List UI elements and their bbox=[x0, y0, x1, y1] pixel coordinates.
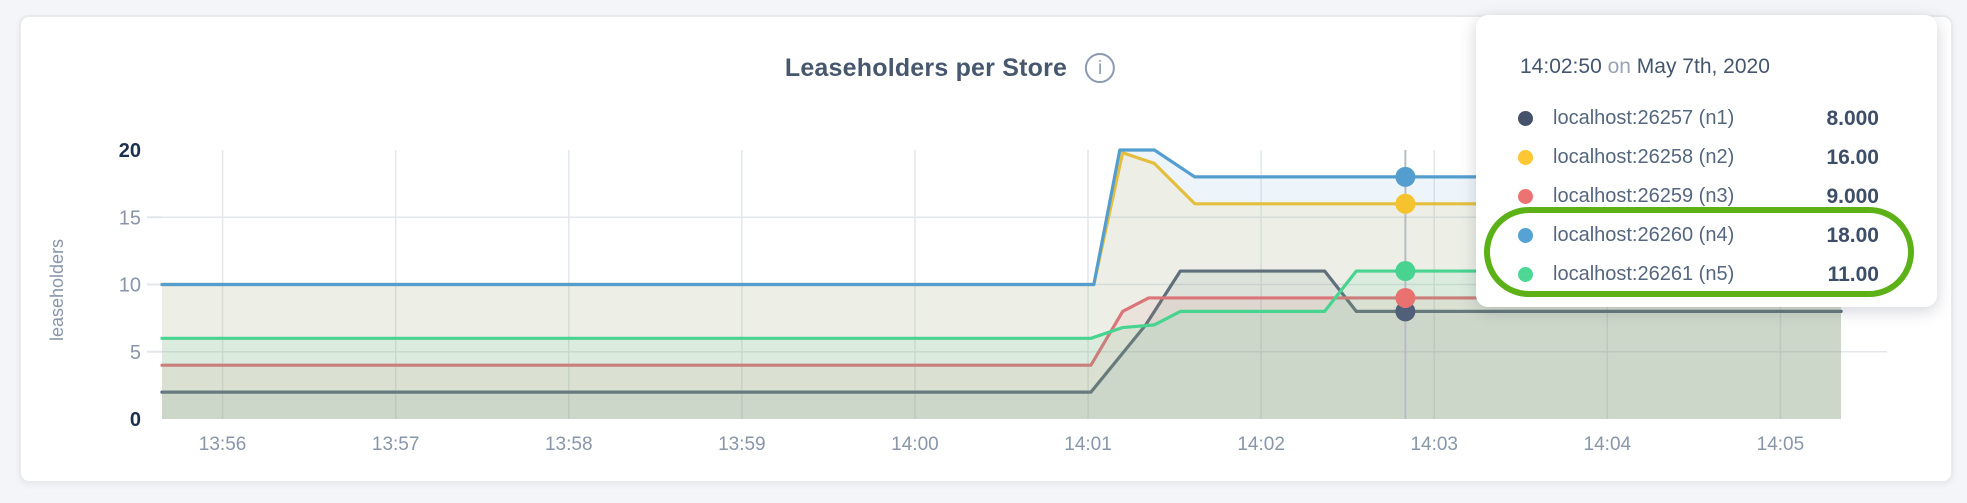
series-color-dot bbox=[1518, 111, 1533, 126]
series-areas bbox=[160, 148, 1843, 419]
tooltip-series-label: localhost:26261 (n5) bbox=[1553, 263, 1735, 285]
x-tick-label: 13:58 bbox=[545, 434, 593, 455]
hover-dot-n4 bbox=[1395, 166, 1416, 187]
series-area-n1 bbox=[162, 271, 1841, 419]
tooltip-row: localhost:26258 (n2) 16.00 bbox=[1476, 138, 1937, 177]
x-tick-label: 14:03 bbox=[1410, 434, 1458, 455]
y-tick-label: 0 bbox=[130, 409, 141, 431]
x-tick-label: 13:56 bbox=[199, 434, 247, 455]
x-axis-labels: 13:56 13:57 13:58 13:59 14:00 14:01 14:02 14:03… bbox=[199, 434, 1804, 455]
hover-dot-n3 bbox=[1395, 287, 1416, 308]
tooltip-row: localhost:26261 (n5) 11.00 bbox=[1476, 255, 1937, 294]
tooltip-date: May 7th, 2020 bbox=[1636, 55, 1770, 78]
series-line-n1 bbox=[160, 269, 1843, 394]
tooltip-series-value: 8.000 bbox=[1826, 106, 1879, 130]
series-line-n4 bbox=[160, 148, 1843, 287]
tooltip-row: localhost:26257 (n1) 8.000 bbox=[1476, 99, 1937, 138]
series-color-dot bbox=[1518, 267, 1533, 282]
tooltip-series-value: 18.00 bbox=[1826, 223, 1879, 247]
x-tick-label: 14:00 bbox=[891, 434, 939, 455]
x-tick-label: 14:01 bbox=[1064, 434, 1112, 455]
y-axis-labels: 0 5 10 15 20 bbox=[119, 140, 141, 431]
chart-header: Leaseholders per Store i bbox=[784, 53, 1116, 83]
tooltip-preposition: on bbox=[1607, 55, 1631, 78]
hover-dot-n5 bbox=[1395, 261, 1416, 282]
x-tick-label: 14:05 bbox=[1757, 434, 1805, 455]
x-tick-label: 14:02 bbox=[1237, 434, 1285, 455]
tooltip-timestamp: 14:02:50 on May 7th, 2020 bbox=[1520, 55, 1893, 79]
x-tick-label: 14:04 bbox=[1584, 434, 1632, 455]
tooltip-series-label: localhost:26258 (n2) bbox=[1553, 146, 1735, 168]
x-tick-label: 13:57 bbox=[372, 434, 420, 455]
chart-panel: Leaseholders per Store i 13:56 13:57 13:58… bbox=[19, 15, 1953, 483]
hover-tooltip: 14:02:50 on May 7th, 2020 localhost:2625… bbox=[1476, 15, 1937, 307]
tooltip-series-label: localhost:26259 (n3) bbox=[1553, 185, 1735, 207]
info-icon[interactable]: i bbox=[1085, 53, 1116, 83]
series-color-dot bbox=[1518, 150, 1533, 165]
chart-title: Leaseholders per Store bbox=[784, 53, 1068, 82]
tooltip-series-label: localhost:26257 (n1) bbox=[1553, 107, 1735, 129]
tooltip-series-value: 9.000 bbox=[1826, 184, 1879, 208]
series-area-n3 bbox=[162, 297, 1841, 419]
hover-dot-n2 bbox=[1395, 193, 1416, 214]
series-color-dot bbox=[1518, 228, 1533, 243]
y-tick-label: 15 bbox=[119, 207, 141, 229]
leaseholders-chart[interactable]: 13:56 13:57 13:58 13:59 14:00 14:01 14:02 14:03… bbox=[21, 17, 1955, 485]
series-color-dot bbox=[1518, 189, 1533, 204]
tooltip-row: localhost:26259 (n3) 9.000 bbox=[1476, 177, 1937, 216]
series-line-n3 bbox=[160, 296, 1843, 367]
y-tick-label: 5 bbox=[130, 342, 141, 364]
x-tick-label: 13:59 bbox=[718, 434, 766, 455]
tooltip-series-label: localhost:26260 (n4) bbox=[1553, 224, 1735, 246]
tooltip-series-value: 11.00 bbox=[1827, 262, 1879, 286]
y-axis-title: leaseholders bbox=[47, 239, 67, 341]
y-tick-label: 20 bbox=[119, 140, 141, 162]
series-area-n5 bbox=[162, 271, 1841, 419]
tooltip-rows: localhost:26257 (n1) 8.000 localhost:26258… bbox=[1476, 99, 1937, 294]
series-line-n5 bbox=[160, 269, 1843, 340]
tooltip-time: 14:02:50 bbox=[1520, 55, 1602, 78]
tooltip-row: localhost:26260 (n4) 18.00 bbox=[1476, 216, 1937, 255]
y-tick-label: 10 bbox=[119, 275, 141, 297]
hover-dots bbox=[1395, 166, 1416, 322]
tooltip-series-value: 16.00 bbox=[1826, 145, 1879, 169]
